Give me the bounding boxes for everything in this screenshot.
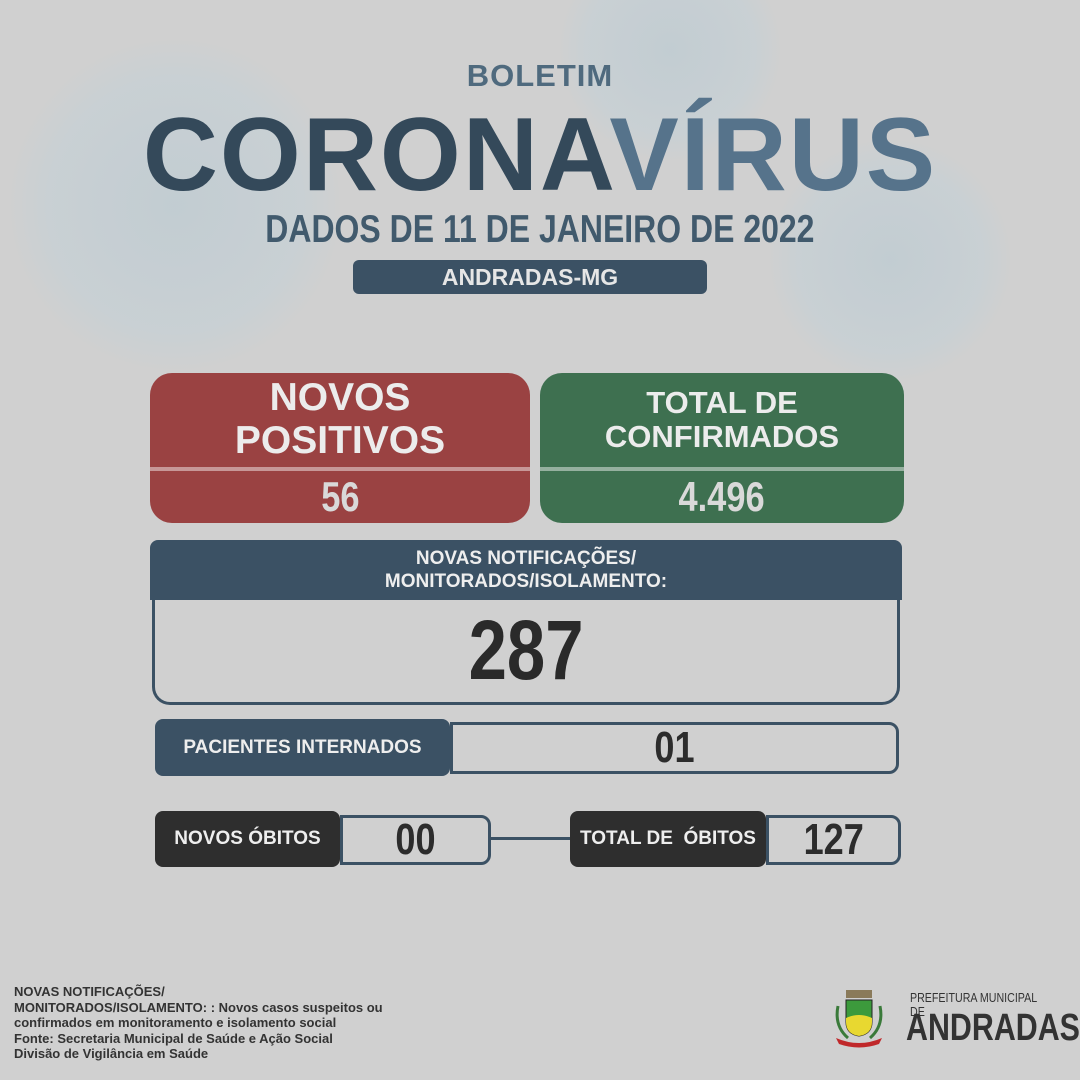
hospitalized-value: 01	[654, 723, 695, 772]
total-confirmed-card: TOTAL DE CONFIRMADOS 4.496	[540, 373, 904, 523]
card-label: POSITIVOS	[234, 419, 446, 462]
footer-line: confirmados em monitoramento e isolament…	[14, 1015, 337, 1030]
footer-line: Fonte: Secretaria Municipal de Saúde e A…	[14, 1030, 333, 1046]
title-part1: CORONA	[142, 97, 610, 213]
virus-decoration	[770, 140, 1010, 380]
title-part2: VÍRUS	[609, 97, 938, 213]
card-label: TOTAL DE	[646, 384, 798, 420]
notifications-label: MONITORADOS/ISOLAMENTO:	[384, 571, 668, 592]
new-positive-card: NOVOS POSITIVOS 56	[150, 373, 530, 523]
total-deaths-value: 127	[803, 815, 864, 864]
new-deaths-label: NOVOS ÓBITOS	[155, 811, 340, 867]
logo-subtitle-text: PREFEITURA MUNICIPAL DE	[910, 990, 1037, 1019]
virus-decoration	[10, 40, 340, 370]
new-deaths-box: 00	[340, 815, 491, 865]
card-label: CONFIRMADOS	[604, 419, 840, 454]
total-deaths-box: 127	[766, 815, 901, 865]
notifications-box: 287	[152, 600, 900, 705]
kicker: BOLETIM	[466, 58, 614, 93]
divider	[540, 467, 904, 471]
date-text: DADOS DE 11 DE JANEIRO DE 2022	[265, 208, 815, 251]
card-value: 56	[320, 473, 360, 520]
date: DADOS DE 11 DE JANEIRO DE 2022	[0, 208, 1080, 252]
footer-line: Divisão de Vigilância em Saúde	[14, 1046, 209, 1061]
city-badge: ANDRADAS-MG	[353, 260, 707, 294]
logo-title: ANDRADAS	[906, 1007, 1080, 1049]
new-deaths-value: 00	[395, 815, 436, 864]
footer-line: MONITORADOS/ISOLAMENTO: : Novos casos su…	[14, 999, 383, 1015]
footer-note: NOVAS NOTIFICAÇÕES/ MONITORADOS/ISOLAMEN…	[14, 984, 434, 1062]
page-title: CORONAVÍRUS	[0, 103, 1080, 207]
hospitalized-label: PACIENTES INTERNADOS	[155, 719, 450, 776]
notifications-value: 287	[468, 603, 584, 697]
card-label: NOVOS	[269, 376, 411, 420]
hospitalized-box: 01	[450, 722, 899, 774]
footer-line: NOVAS NOTIFICAÇÕES/	[14, 984, 165, 999]
notifications-header: NOVAS NOTIFICAÇÕES/MONITORADOS/ISOLAMENT…	[150, 540, 902, 600]
logo-subtitle: PREFEITURA MUNICIPAL DE	[910, 991, 1080, 1019]
total-deaths-label: TOTAL DE ÓBITOS	[570, 811, 766, 867]
notifications-label: NOVAS NOTIFICAÇÕES/	[415, 548, 637, 569]
card-value: 4.496	[678, 473, 766, 520]
divider	[150, 467, 530, 471]
city-crest-logo	[835, 990, 883, 1048]
connector-line	[491, 837, 570, 840]
